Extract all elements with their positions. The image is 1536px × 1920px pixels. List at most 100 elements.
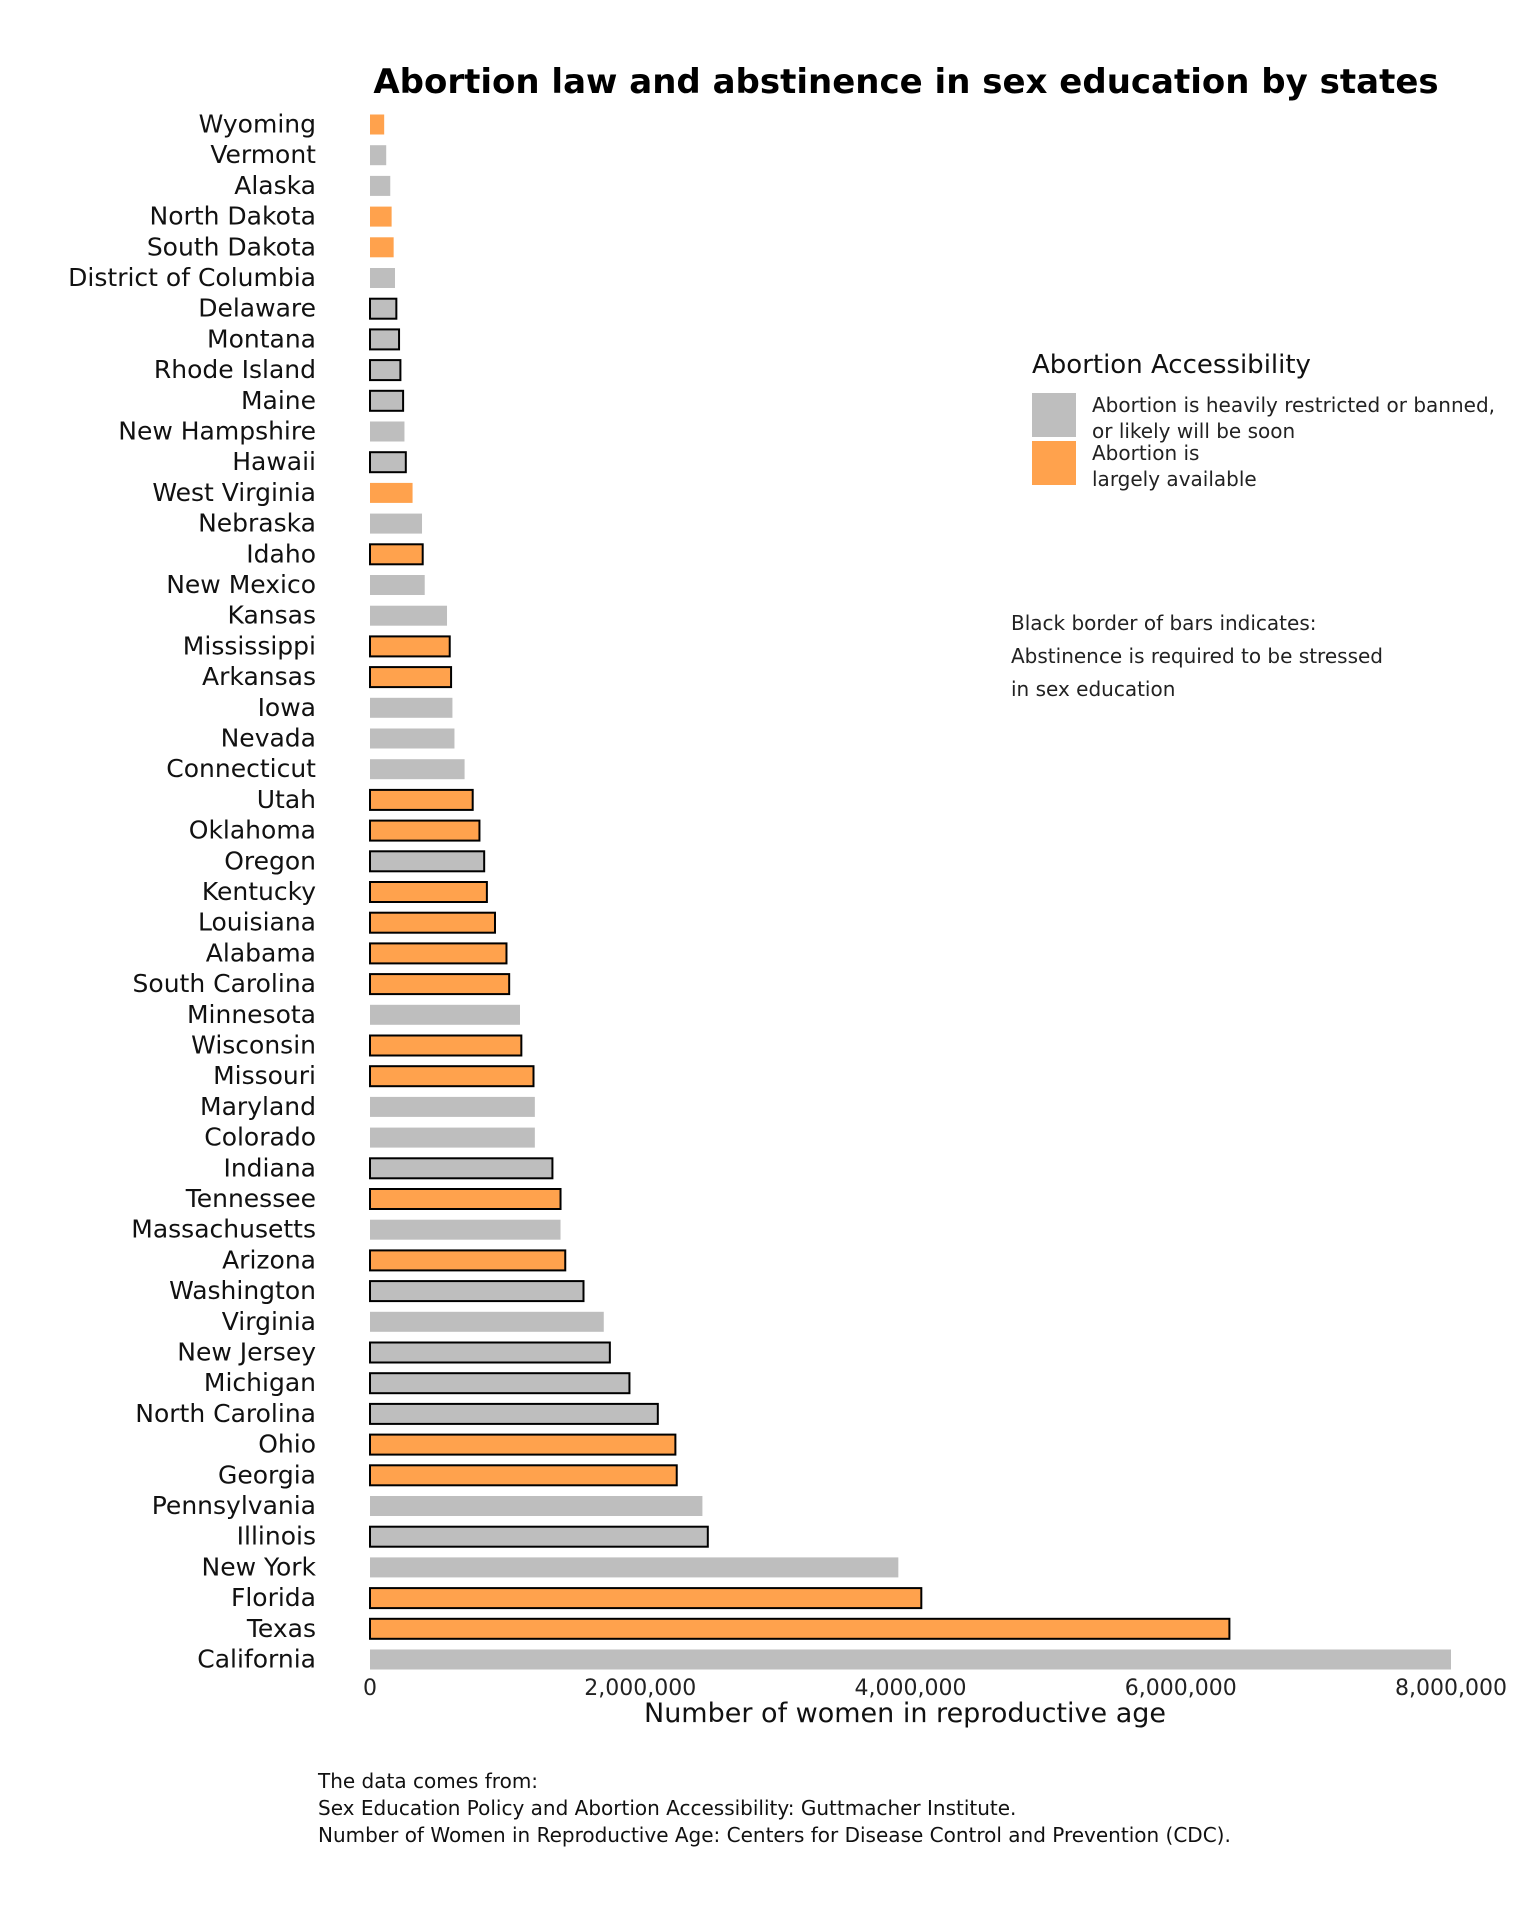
legend-label-restricted-line2: or likely will be soon — [1092, 419, 1295, 443]
state-label-new-hampshire: New Hampshire — [118, 417, 316, 446]
state-label-missouri: Missouri — [213, 1061, 316, 1090]
bar-wyoming — [370, 114, 385, 135]
state-label-alaska: Alaska — [234, 171, 316, 200]
state-label-idaho: Idaho — [246, 539, 316, 568]
state-label-maine: Maine — [241, 386, 316, 415]
state-label-wyoming: Wyoming — [199, 110, 316, 139]
state-label-district-of-columbia: District of Columbia — [68, 263, 316, 292]
state-label-delaware: Delaware — [198, 294, 316, 323]
state-label-kansas: Kansas — [228, 601, 317, 630]
legend-title: Abortion Accessibility — [1032, 350, 1311, 380]
x-tick-label: 8,000,000 — [1395, 1676, 1507, 1701]
state-label-nebraska: Nebraska — [198, 509, 316, 538]
state-label-california: California — [197, 1645, 316, 1674]
state-label-kentucky: Kentucky — [202, 877, 316, 906]
legend-label-available-line1: Abortion is — [1092, 441, 1199, 465]
state-label-south-dakota: South Dakota — [147, 232, 316, 261]
bar-mississippi — [369, 635, 451, 658]
bar-north-dakota — [370, 206, 392, 227]
state-label-georgia: Georgia — [218, 1460, 316, 1489]
bar-alaska — [370, 175, 391, 196]
border-note-line2: Abstinence is required to be stressed — [1011, 644, 1383, 668]
state-label-new-jersey: New Jersey — [177, 1338, 316, 1367]
state-label-south-carolina: South Carolina — [133, 969, 316, 998]
state-label-arkansas: Arkansas — [202, 662, 316, 691]
legend: Abortion Accessibility Abortion is heavi… — [1032, 350, 1495, 491]
state-label-massachusetts: Massachusetts — [131, 1215, 316, 1244]
bar-nevada — [370, 728, 455, 749]
bar-new-hampshire — [370, 421, 405, 442]
state-label-oklahoma: Oklahoma — [189, 816, 316, 845]
state-label-illinois: Illinois — [237, 1522, 316, 1551]
state-label-north-carolina: North Carolina — [135, 1399, 316, 1428]
bar-minnesota — [370, 1004, 520, 1025]
bar-utah — [369, 788, 474, 811]
border-note-line1: Black border of bars indicates: — [1011, 611, 1316, 635]
state-label-minnesota: Minnesota — [187, 1000, 316, 1029]
bar-south-carolina — [369, 973, 511, 996]
bar-tennessee — [369, 1188, 562, 1210]
bar-washington — [369, 1280, 585, 1303]
bar-iowa — [370, 697, 453, 718]
state-label-pennsylvania: Pennsylvania — [152, 1491, 316, 1520]
bar-new-york — [370, 1557, 899, 1578]
bar-louisiana — [369, 911, 496, 934]
state-label-florida: Florida — [231, 1583, 316, 1612]
legend-label-available-line2: largely available — [1092, 467, 1257, 491]
bar-hawaii — [369, 451, 407, 474]
state-label-connecticut: Connecticut — [166, 754, 316, 783]
bar-maine — [369, 389, 405, 412]
state-label-north-dakota: North Dakota — [150, 202, 316, 231]
source-line-2: Sex Education Policy and Abortion Access… — [318, 1796, 1017, 1820]
legend-swatch-restricted — [1032, 393, 1076, 437]
bar-michigan — [369, 1372, 631, 1395]
state-label-maryland: Maryland — [200, 1092, 316, 1121]
x-tick-label: 4,000,000 — [855, 1676, 967, 1701]
state-label-hawaii: Hawaii — [232, 447, 316, 476]
source-line-3: Number of Women in Reproductive Age: Cen… — [318, 1823, 1231, 1847]
bar-massachusetts — [370, 1219, 561, 1240]
state-label-nevada: Nevada — [221, 724, 316, 753]
state-label-new-york: New York — [202, 1552, 317, 1581]
state-label-indiana: Indiana — [223, 1153, 316, 1182]
source-line-1: The data comes from: — [318, 1769, 539, 1793]
state-label-louisiana: Louisiana — [198, 908, 316, 937]
state-label-tennessee: Tennessee — [185, 1184, 316, 1213]
state-label-ohio: Ohio — [258, 1430, 316, 1459]
bar-connecticut — [370, 759, 465, 780]
bar-district-of-columbia — [370, 268, 395, 288]
state-label-wisconsin: Wisconsin — [191, 1031, 316, 1060]
state-label-vermont: Vermont — [210, 140, 316, 169]
bar-california — [370, 1649, 1451, 1670]
state-label-washington: Washington — [169, 1276, 316, 1305]
bar-maryland — [370, 1096, 535, 1117]
bar-ohio — [369, 1433, 677, 1456]
bar-north-carolina — [369, 1402, 659, 1425]
bar-alabama — [369, 942, 508, 965]
state-label-iowa: Iowa — [258, 693, 316, 722]
bar-rhode-island — [369, 359, 402, 382]
state-label-rhode-island: Rhode Island — [154, 355, 316, 384]
bar-vermont — [370, 145, 387, 166]
bar-new-mexico — [370, 575, 425, 595]
state-label-mississippi: Mississippi — [183, 631, 316, 660]
bar-delaware — [369, 297, 398, 320]
bar-illinois — [369, 1525, 709, 1548]
bar-west-virginia — [370, 482, 413, 503]
bar-new-jersey — [369, 1341, 611, 1364]
state-label-montana: Montana — [207, 324, 316, 353]
bar-kansas — [370, 605, 448, 626]
bar-montana — [369, 328, 401, 351]
bar-arizona — [369, 1249, 567, 1272]
border-note: Black border of bars indicates: Abstinen… — [1011, 611, 1383, 701]
x-tick-label: 6,000,000 — [1125, 1676, 1237, 1701]
bar-pennsylvania — [370, 1496, 703, 1516]
state-label-texas: Texas — [246, 1614, 316, 1643]
x-axis-label: Number of women in reproductive age — [644, 1698, 1166, 1729]
state-label-virginia: Virginia — [222, 1307, 316, 1336]
chart-title: Abortion law and abstinence in sex educa… — [373, 62, 1438, 102]
state-label-michigan: Michigan — [204, 1368, 316, 1397]
bar-florida — [369, 1587, 923, 1610]
